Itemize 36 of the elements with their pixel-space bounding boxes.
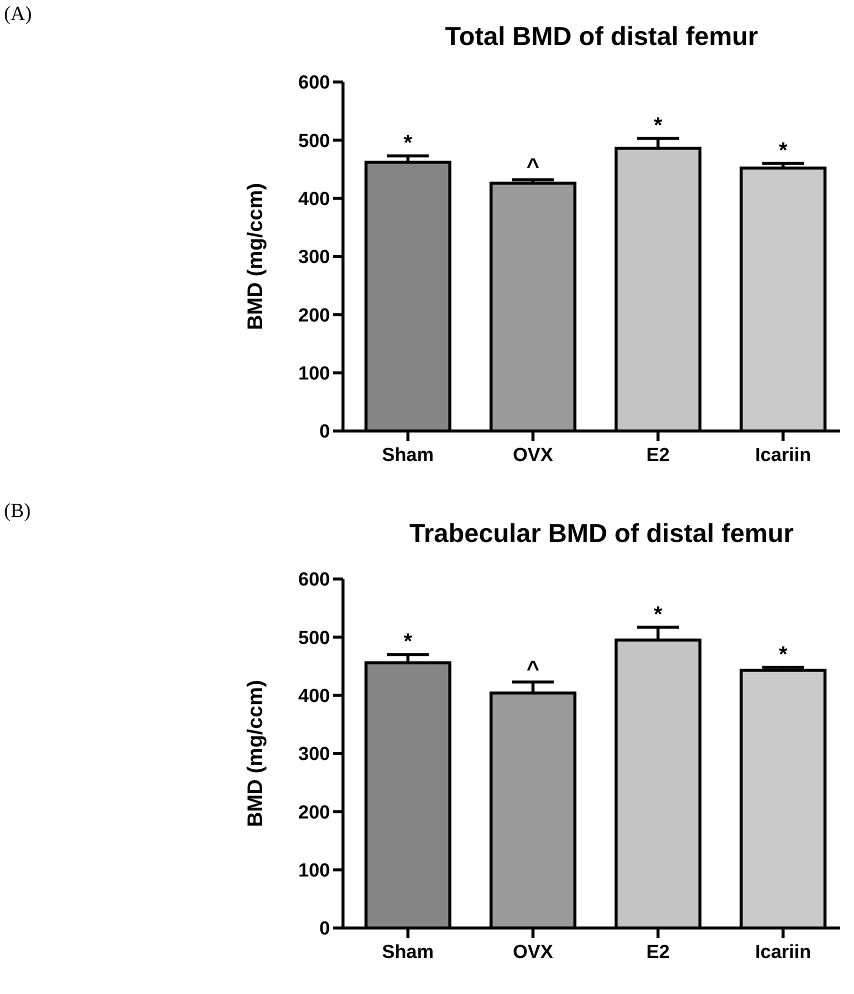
y-tick-label: 0 <box>319 918 330 940</box>
y-axis-title: BMD (mg/ccm) <box>244 680 267 828</box>
chart-title: Total BMD of distal femur <box>445 21 758 51</box>
y-tick-label: 100 <box>298 860 330 882</box>
y-axis-title: BMD (mg/ccm) <box>244 182 267 330</box>
x-tick-label: OVX <box>512 942 554 963</box>
text: (A) <box>4 3 32 25</box>
annotation: * <box>654 601 663 626</box>
x-tick-label: Icariin <box>755 445 812 466</box>
annotation: * <box>654 112 663 138</box>
y-tick-label: 200 <box>298 305 330 326</box>
y-tick-label: 500 <box>298 130 330 152</box>
annotation: * <box>404 628 413 654</box>
annotation: * <box>778 641 788 666</box>
y-tick-label: 400 <box>298 686 330 707</box>
y-tick-label: 0 <box>319 422 330 443</box>
annotation: ^ <box>526 656 540 681</box>
x-tick-label: E2 <box>646 942 670 963</box>
annotation: ^ <box>526 154 540 179</box>
y-tick-label: 400 <box>298 188 330 210</box>
y-tick-label: 600 <box>298 72 330 94</box>
y-tick-label: 300 <box>298 247 330 268</box>
y-tick-label: 600 <box>298 570 330 591</box>
annotation: * <box>778 137 788 162</box>
x-tick-label: E2 <box>646 445 670 466</box>
chart-title: Trabecular BMD of distal femur <box>409 518 794 548</box>
y-tick-label: 100 <box>298 363 330 384</box>
y-tick-label: 200 <box>298 802 330 824</box>
text: (B) <box>4 500 31 522</box>
x-tick-label: Sham <box>382 445 434 466</box>
x-tick-label: Icariin <box>755 942 812 963</box>
y-tick-label: 300 <box>298 744 330 766</box>
annotation: * <box>404 130 413 155</box>
y-tick-label: 500 <box>298 628 330 649</box>
x-tick-label: Sham <box>382 942 434 963</box>
x-tick-label: OVX <box>512 445 554 466</box>
